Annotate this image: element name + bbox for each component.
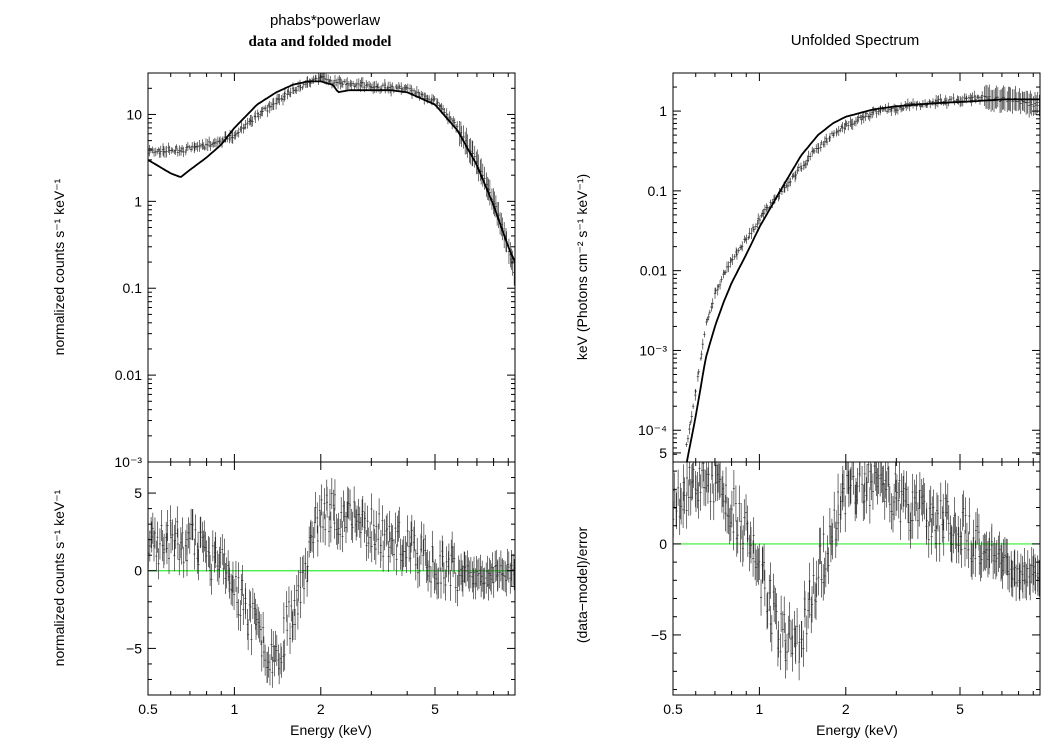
model-curve <box>685 98 1040 462</box>
y-tick-label: 0.1 <box>648 183 668 199</box>
model-curve <box>148 80 515 263</box>
right-top-y-axis-title: keV (Photons cm⁻² s⁻¹ keV⁻¹) <box>574 174 590 360</box>
plot-area <box>148 478 515 688</box>
left-chart-subtitle: data and folded model <box>249 34 392 50</box>
y-tick-label: 10⁻³ <box>639 342 667 358</box>
x-tick-label: 2 <box>842 701 850 717</box>
plot-frame <box>147 72 516 463</box>
y-tick-label: 0.1 <box>123 280 143 296</box>
y-tick-label: 0.01 <box>115 367 142 383</box>
left-top-y-axis-title: normalized counts s⁻¹ keV⁻¹ <box>51 178 67 355</box>
left-chart-title: phabs*powerlaw <box>270 12 380 29</box>
y-tick-label: 1 <box>134 193 142 209</box>
y-tick-label: 10⁻⁴ <box>638 422 667 438</box>
y-tick-label: 0 <box>659 536 667 552</box>
y-tick-label: −5 <box>651 627 667 643</box>
plot-frame <box>672 72 1041 463</box>
plot-frame <box>672 461 1041 696</box>
left-spectrum-panel: 10 1 0.1 0.01 10⁻³ <box>114 72 516 470</box>
left-residual-panel: 5 0 −5 0.5 1 2 5 <box>126 461 516 717</box>
y-tick-label: 5 <box>134 485 142 501</box>
y-tick-label: 1 <box>659 103 667 119</box>
x-tick-label: 1 <box>755 701 763 717</box>
y-tick-label: 0.01 <box>640 263 667 279</box>
right-chart-title: Unfolded Spectrum <box>791 32 919 49</box>
plot-area <box>148 73 515 286</box>
right-bottom-y-axis-title: (data−model)/error <box>574 526 590 643</box>
right-residual-panel: 5 0 −5 0.5 1 2 5 <box>651 445 1041 717</box>
x-tick-label: 5 <box>431 701 439 717</box>
x-tick-label: 5 <box>956 701 964 717</box>
y-tick-label: 10 <box>126 106 142 122</box>
plot-frame <box>147 461 516 696</box>
plot-area <box>673 462 1040 681</box>
x-tick-label: 1 <box>230 701 238 717</box>
left-bottom-y-axis-title: normalized counts s⁻¹ keV⁻¹ <box>51 489 67 666</box>
x-tick-label: 0.5 <box>138 701 158 717</box>
y-tick-label: 0 <box>134 563 142 579</box>
right-x-axis-title: Energy (keV) <box>816 722 898 738</box>
x-tick-label: 2 <box>317 701 325 717</box>
left-x-axis-title: Energy (keV) <box>290 722 372 738</box>
y-tick-label: 10⁻³ <box>114 454 142 470</box>
right-unfolded-panel: 1 0.1 0.01 10⁻³ 10⁻⁴ <box>638 72 1041 463</box>
plot-area <box>685 84 1040 462</box>
x-tick-label: 0.5 <box>663 701 683 717</box>
y-tick-label: −5 <box>126 640 142 656</box>
y-tick-label: 5 <box>659 445 667 461</box>
